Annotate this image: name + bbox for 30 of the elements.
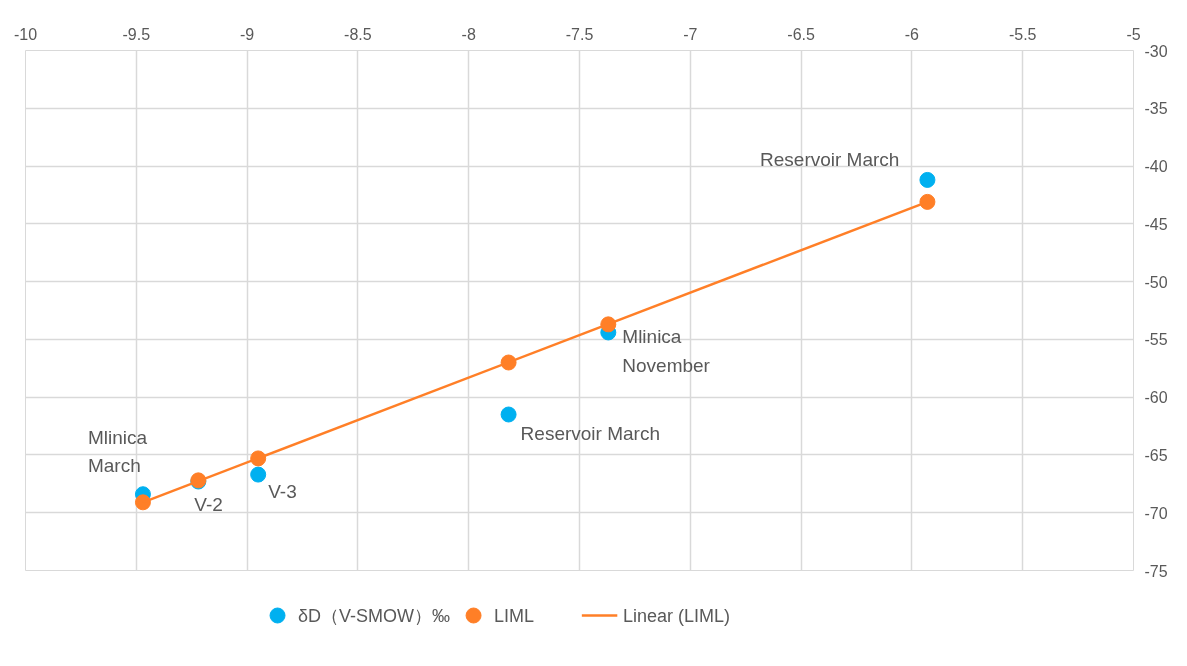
y-tick-label: -40 <box>1144 158 1168 176</box>
y-tick-label: -75 <box>1144 562 1168 580</box>
annotation: Reservoir March <box>520 422 660 444</box>
legend-label: LIML <box>494 605 535 626</box>
y-tick-label: -50 <box>1144 273 1168 291</box>
x-tick-label: -7 <box>683 25 698 43</box>
y-tick-label: -35 <box>1144 100 1168 118</box>
x-tick-label: -6 <box>904 25 920 43</box>
y-tick-label: -30 <box>1144 42 1168 60</box>
annotation: Mlinica November <box>622 326 711 376</box>
x-tick-label: -5 <box>1126 25 1141 43</box>
x-tick-label: -10 <box>13 25 38 43</box>
x-tick-label: -7.5 <box>565 25 594 43</box>
y-tick-label: -70 <box>1144 504 1168 522</box>
annotation: Mlinica March <box>87 426 148 477</box>
y-tick-label: -45 <box>1144 215 1168 233</box>
annotation: V-3 <box>268 480 297 502</box>
x-tick-label: -5.5 <box>1008 25 1037 43</box>
y-tick-label: -65 <box>1144 446 1168 464</box>
annotation: V-2 <box>194 493 223 515</box>
x-tick-label: -8 <box>461 25 476 43</box>
x-tick-label: -9.5 <box>122 25 151 43</box>
y-tick-label: -55 <box>1144 331 1168 349</box>
x-tick-label: -6.5 <box>787 25 815 43</box>
x-tick-label: -9 <box>239 25 255 43</box>
x-tick-label: -8.5 <box>344 25 372 43</box>
annotation: Reservoir March <box>760 148 900 170</box>
legend-label: δD（V-SMOW）‰ <box>298 605 451 626</box>
legend-label: Linear (LIML) <box>622 605 730 626</box>
y-tick-label: -60 <box>1144 389 1168 407</box>
